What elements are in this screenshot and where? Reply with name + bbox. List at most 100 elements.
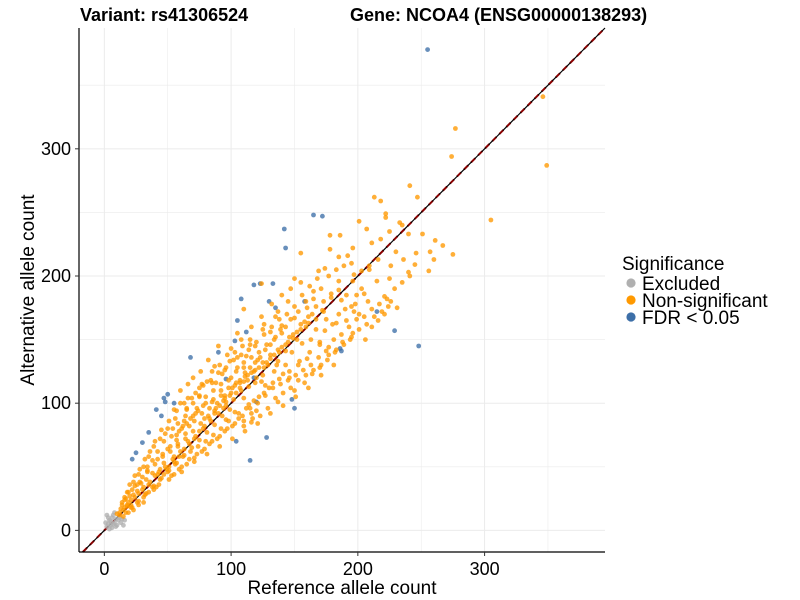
point-non-significant xyxy=(449,154,454,159)
point-non-significant xyxy=(276,316,282,322)
legend-swatch-excluded xyxy=(626,278,636,288)
point-non-significant xyxy=(261,321,267,327)
point-non-significant xyxy=(171,459,177,465)
point-non-significant xyxy=(269,301,275,307)
chart-title-gene: Gene: NCOA4 (ENSG00000138293) xyxy=(350,5,647,25)
point-non-significant xyxy=(218,388,224,393)
point-non-significant xyxy=(278,381,283,387)
point-non-significant xyxy=(275,358,281,364)
axes xyxy=(75,28,605,556)
point-fdr-0-05 xyxy=(247,458,253,463)
point-non-significant xyxy=(160,454,166,459)
point-fdr-0-05 xyxy=(235,318,240,323)
point-non-significant xyxy=(337,232,343,238)
point-non-significant xyxy=(191,459,197,465)
point-non-significant xyxy=(128,502,134,508)
point-non-significant xyxy=(222,367,228,373)
point-non-significant xyxy=(351,272,357,278)
point-non-significant xyxy=(249,324,254,330)
point-non-significant xyxy=(167,444,173,449)
point-non-significant xyxy=(350,278,356,284)
point-non-significant xyxy=(198,421,204,426)
point-non-significant xyxy=(356,327,362,332)
point-non-significant xyxy=(264,342,269,348)
point-non-significant xyxy=(150,458,155,463)
point-non-significant xyxy=(344,318,349,323)
point-non-significant xyxy=(415,194,420,200)
point-non-significant xyxy=(233,390,239,396)
point-non-significant xyxy=(268,411,273,416)
point-non-significant xyxy=(204,451,210,457)
point-fdr-0-05 xyxy=(188,355,193,360)
point-non-significant xyxy=(232,409,238,415)
point-non-significant xyxy=(216,343,221,349)
point-non-significant xyxy=(235,355,240,360)
point-fdr-0-05 xyxy=(129,456,135,462)
point-non-significant xyxy=(124,503,130,509)
point-non-significant xyxy=(136,472,142,477)
point-fdr-0-05 xyxy=(146,430,152,435)
point-non-significant xyxy=(152,461,158,467)
point-non-significant xyxy=(375,318,381,323)
point-fdr-0-05 xyxy=(281,226,287,232)
point-non-significant xyxy=(322,328,328,334)
point-non-significant xyxy=(161,460,167,466)
point-non-significant xyxy=(247,405,253,411)
point-non-significant xyxy=(142,456,148,462)
point-non-significant xyxy=(140,487,145,493)
point-non-significant xyxy=(313,316,319,322)
point-fdr-0-05 xyxy=(374,309,380,314)
point-non-significant xyxy=(138,480,144,486)
point-non-significant xyxy=(175,421,181,426)
point-non-significant xyxy=(155,456,161,462)
point-non-significant xyxy=(313,327,319,332)
point-non-significant xyxy=(167,449,173,454)
point-non-significant xyxy=(290,335,296,341)
point-non-significant xyxy=(202,446,207,452)
point-non-significant xyxy=(136,491,142,496)
y-tick-label: 300 xyxy=(41,139,71,159)
point-non-significant xyxy=(157,466,163,472)
x-tick-label: 300 xyxy=(470,559,500,579)
point-non-significant xyxy=(306,385,311,391)
point-fdr-0-05 xyxy=(153,407,159,412)
point-non-significant xyxy=(226,418,232,424)
point-non-significant xyxy=(363,337,368,342)
point-non-significant xyxy=(387,276,392,281)
point-non-significant xyxy=(207,416,212,421)
point-fdr-0-05 xyxy=(292,405,297,411)
point-non-significant xyxy=(304,356,310,362)
point-non-significant xyxy=(276,376,282,382)
point-non-significant xyxy=(283,348,288,354)
point-non-significant xyxy=(184,421,190,426)
point-non-significant xyxy=(217,403,223,409)
legend-label-excluded: Excluded xyxy=(642,274,720,295)
point-fdr-0-05 xyxy=(233,438,239,444)
point-non-significant xyxy=(195,408,201,414)
point-non-significant xyxy=(259,314,264,320)
point-non-significant xyxy=(125,510,131,515)
point-non-significant xyxy=(202,423,207,429)
point-non-significant xyxy=(224,426,230,431)
point-non-significant xyxy=(259,379,264,384)
point-non-significant xyxy=(207,405,212,411)
point-non-significant xyxy=(227,407,233,412)
point-non-significant xyxy=(247,337,253,342)
point-non-significant xyxy=(349,334,354,340)
point-non-significant xyxy=(209,369,215,374)
point-non-significant xyxy=(336,311,342,317)
point-non-significant xyxy=(406,231,411,237)
point-non-significant xyxy=(316,355,321,360)
point-non-significant xyxy=(261,365,267,370)
point-non-significant xyxy=(298,250,304,256)
point-non-significant xyxy=(374,278,380,284)
point-non-significant xyxy=(331,337,337,342)
point-non-significant xyxy=(169,433,174,439)
legend-title: Significance xyxy=(622,254,724,275)
point-non-significant xyxy=(369,306,375,312)
point-non-significant xyxy=(254,375,259,381)
point-non-significant xyxy=(309,311,315,317)
point-non-significant xyxy=(141,464,147,470)
point-non-significant xyxy=(359,268,364,274)
